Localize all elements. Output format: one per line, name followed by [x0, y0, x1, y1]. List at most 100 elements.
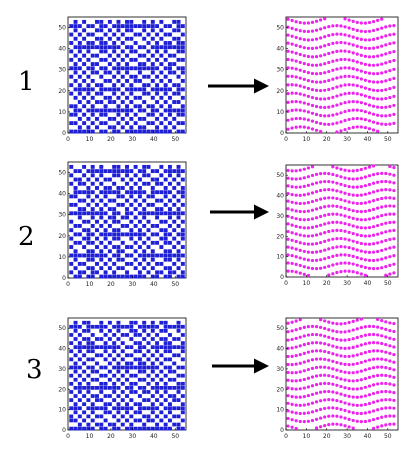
dot — [90, 121, 95, 126]
dot — [120, 83, 125, 88]
dot — [355, 217, 359, 221]
dot — [376, 80, 380, 84]
dot — [298, 60, 302, 64]
dot — [294, 28, 298, 32]
dot — [294, 319, 298, 323]
dot — [82, 211, 87, 216]
dot — [290, 215, 294, 220]
dot — [142, 66, 147, 71]
dot — [125, 190, 130, 195]
dot — [359, 234, 363, 238]
dot — [314, 349, 319, 353]
dot — [159, 426, 164, 431]
dot — [290, 254, 294, 258]
dot — [347, 387, 351, 391]
dot — [82, 369, 87, 374]
dot — [306, 118, 310, 122]
dot — [137, 261, 142, 266]
y-tick-label: 0 — [62, 130, 66, 137]
dot — [371, 216, 376, 220]
dot — [351, 209, 355, 213]
dot — [335, 121, 339, 125]
dot — [347, 230, 351, 234]
dot — [129, 328, 134, 333]
dot — [351, 239, 355, 243]
dot — [155, 274, 160, 279]
dot — [371, 190, 376, 194]
dot — [95, 353, 99, 358]
dot — [384, 256, 388, 260]
dot — [103, 365, 108, 370]
dot — [180, 66, 185, 71]
y-tick-label: 10 — [58, 254, 66, 261]
dot — [180, 270, 185, 275]
dot — [90, 224, 95, 228]
dot — [376, 341, 380, 345]
dot — [69, 228, 74, 233]
dot — [146, 121, 151, 126]
dot — [319, 105, 323, 109]
dot — [380, 105, 384, 110]
dot — [73, 426, 78, 431]
dot — [335, 196, 339, 201]
dot — [172, 28, 177, 33]
dot — [107, 100, 112, 104]
y-tick-label: 50 — [58, 325, 66, 332]
dot — [90, 257, 95, 262]
dot — [290, 185, 294, 189]
dot — [363, 86, 368, 90]
dot — [319, 425, 323, 429]
dot — [180, 245, 185, 249]
dot — [129, 202, 134, 207]
dot — [371, 233, 376, 237]
dot — [107, 116, 112, 121]
dot — [77, 66, 82, 71]
dot — [69, 349, 74, 354]
dot — [298, 335, 302, 339]
dot — [150, 320, 155, 325]
dot — [290, 410, 294, 414]
dot — [99, 169, 104, 174]
dot — [107, 274, 112, 279]
dot — [343, 237, 347, 241]
dot — [376, 349, 380, 353]
dot — [310, 341, 315, 345]
dot — [142, 116, 147, 121]
dot — [392, 254, 396, 258]
dot — [103, 333, 108, 337]
x-tick-label: 50 — [384, 136, 392, 143]
dot — [323, 248, 327, 252]
dot — [86, 129, 91, 134]
dot — [347, 425, 351, 429]
dot — [172, 186, 177, 190]
dot — [176, 91, 181, 96]
dot — [371, 19, 376, 24]
dot — [150, 112, 155, 117]
dot — [172, 116, 177, 121]
dot — [298, 177, 302, 181]
dot — [90, 173, 95, 178]
dot — [125, 274, 130, 279]
dot — [363, 166, 368, 170]
dot — [323, 398, 327, 402]
dot — [125, 87, 130, 92]
y-tick-label: 0 — [62, 427, 66, 434]
dot — [150, 186, 155, 190]
dot — [107, 224, 112, 228]
dot — [176, 49, 181, 54]
dot — [331, 272, 335, 276]
dot — [367, 95, 372, 99]
dot — [155, 83, 160, 88]
dot — [112, 357, 117, 362]
dot — [112, 236, 117, 241]
dot — [167, 104, 172, 109]
dot — [129, 414, 134, 419]
dot — [351, 108, 355, 112]
dot — [129, 45, 134, 50]
dot — [103, 108, 108, 113]
dot — [290, 200, 294, 204]
dot — [388, 87, 392, 91]
dot — [155, 422, 160, 427]
dot — [103, 406, 108, 411]
dot — [77, 386, 82, 390]
